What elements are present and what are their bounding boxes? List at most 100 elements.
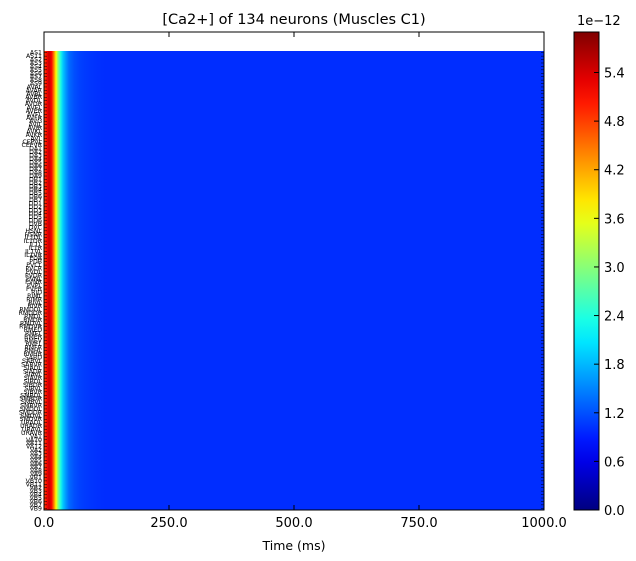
row-label: VA2: [30, 447, 42, 454]
colorbar-tick-label: 4.8: [604, 115, 625, 130]
chart-title: [Ca2+] of 134 neurons (Muscles C1): [162, 12, 425, 28]
colorbar-tick-label: 0.6: [604, 455, 625, 470]
row-label: VA7: [30, 464, 42, 471]
row-label: HSNL: [25, 228, 42, 235]
colorbar-tick-label: 0.0: [604, 504, 625, 519]
row-label: IL1VR: [24, 252, 42, 259]
row-label: RMFL: [25, 341, 42, 348]
row-label: PVDR: [25, 272, 43, 279]
row-label: PVNR: [25, 279, 43, 286]
row-label: DB7: [29, 197, 42, 204]
colorbar-tick-label: 3.0: [604, 261, 625, 276]
row-label: PDA: [29, 255, 42, 262]
row-label: VB3: [30, 488, 42, 495]
row-label: RIVR: [27, 303, 42, 310]
row-label: RMEL: [25, 331, 43, 338]
row-label: PVNL: [26, 276, 43, 283]
row-label: RMEV: [24, 337, 43, 344]
row-label: CEPVL: [22, 139, 42, 146]
row-label: AVKL: [26, 128, 42, 135]
row-label: VA12: [26, 444, 42, 451]
x-tick-label: 1000.0: [521, 516, 567, 531]
row-label: RIML: [27, 293, 42, 300]
row-label: DVB: [29, 221, 42, 228]
row-label: PDB: [29, 259, 42, 266]
colorbar-offset-label: 1e−12: [577, 14, 621, 29]
row-label: URADL: [21, 420, 43, 427]
row-label: VB10: [26, 478, 42, 485]
heatmap-cells: [44, 51, 544, 510]
row-label: PVDL: [26, 269, 43, 276]
row-label: VB4: [30, 492, 42, 499]
row-label: AS7: [30, 74, 42, 81]
row-label: AS6: [30, 70, 42, 77]
row-label: SABVR: [21, 361, 43, 368]
row-label: AS4: [30, 63, 42, 70]
row-label: AVL: [30, 135, 42, 142]
row-label: AVKR: [26, 132, 43, 139]
row-label: DB6: [29, 194, 42, 201]
row-label: RIMR: [26, 296, 42, 303]
row-label: AS9: [30, 81, 42, 88]
colorbar-tick-label: 3.6: [604, 212, 625, 227]
row-label: URAVR: [21, 430, 43, 437]
row-label: RMDR: [23, 317, 42, 324]
row-label: DVC: [29, 224, 42, 231]
row-label: PVCR: [25, 266, 42, 273]
row-label: VB7: [30, 502, 42, 509]
row-label: AVJL: [29, 122, 43, 129]
row-label: SMBVR: [20, 403, 43, 410]
row-label: SABD: [25, 355, 43, 362]
row-label: RMER: [24, 334, 43, 341]
row-label: DD6: [29, 218, 43, 225]
row-label: SIBVL: [25, 385, 43, 392]
row-label: SMBDL: [20, 392, 42, 399]
plot-area: AS1AS11AS2AS3AS4AS5AS6AS7AS8AS9AVALAVARA…: [19, 31, 567, 531]
row-label: RMDDL: [19, 307, 42, 314]
row-label: RMFR: [25, 344, 43, 351]
row-label: AVFR: [26, 115, 43, 122]
row-label: SIAVL: [25, 372, 43, 379]
row-label: DB3: [29, 183, 42, 190]
row-label: AS8: [30, 77, 42, 84]
row-label: HSNR: [24, 231, 42, 238]
row-label: RMHR: [23, 351, 42, 358]
x-axis-ticks: 0.0 250.0 500.0 750.0 1000.0: [34, 32, 567, 531]
row-label: SMDDL: [20, 406, 43, 413]
row-label: DA7: [29, 166, 42, 173]
row-label: AS3: [30, 60, 42, 67]
row-label: SABVL: [22, 358, 43, 365]
row-label: VA8: [30, 468, 42, 475]
row-label: AVFL: [27, 111, 43, 118]
row-label: RMDL: [24, 313, 42, 320]
row-label: VA3: [30, 450, 42, 457]
row-label: RIVL: [28, 300, 42, 307]
row-label: SMBVL: [21, 399, 43, 406]
row-label: DA5: [29, 159, 42, 166]
x-tick-label: 500.0: [275, 516, 312, 531]
row-label: VA9: [30, 471, 42, 478]
row-label: AVEL: [27, 105, 43, 112]
row-label: VA5: [30, 457, 42, 464]
row-label: DB1: [29, 176, 42, 183]
row-label: SMDDR: [19, 409, 43, 416]
colorbar: 0.0 0.6 1.2 1.8 2.4 3.0 3.6 4.2 4.8 5.4 1e−12: [573, 14, 625, 519]
row-label: DD1: [29, 200, 43, 207]
colorbar-tick-label: 1.8: [604, 358, 625, 373]
row-label: SMDVL: [20, 413, 42, 420]
row-label: AVJR: [28, 125, 43, 132]
row-label: VA1: [30, 433, 42, 440]
row-label: IL1R: [28, 245, 42, 252]
colorbar-tick-label: 5.4: [604, 67, 625, 82]
row-label: SIAVR: [24, 375, 43, 382]
row-label: DA9: [29, 173, 42, 180]
colorbar-tick-label: 4.2: [604, 164, 625, 179]
row-label: IL1DL: [25, 235, 43, 242]
row-label: VB9: [30, 505, 42, 512]
colorbar-ticks: 0.0 0.6 1.2 1.8 2.4 3.0 3.6 4.2 4.8 5.4: [594, 67, 625, 519]
row-label: DA8: [29, 170, 42, 177]
row-label: DA6: [29, 163, 42, 170]
row-label: SIBDL: [24, 379, 43, 386]
row-label: DB5: [29, 190, 42, 197]
